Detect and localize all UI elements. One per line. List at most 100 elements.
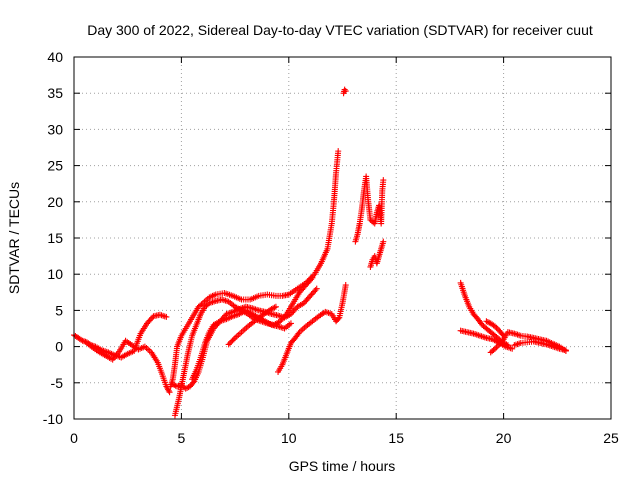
data-point (309, 274, 316, 281)
data-point (146, 317, 153, 324)
y-tick-label: 10 (47, 266, 63, 282)
x-tick-label: 10 (281, 430, 297, 446)
data-point (302, 282, 309, 289)
y-tick-label: -5 (51, 375, 64, 391)
data-point (289, 309, 296, 316)
x-axis-label: GPS time / hours (289, 458, 396, 474)
y-tick-label: 15 (47, 230, 63, 246)
data-point (295, 330, 302, 337)
data-point (165, 387, 172, 394)
x-tick-label: 5 (178, 430, 186, 446)
data-point (308, 291, 315, 298)
series-s7 (225, 303, 279, 348)
series-s9 (340, 86, 349, 97)
data-point (163, 313, 170, 320)
series-s4 (171, 274, 316, 419)
data-point (483, 318, 490, 325)
series-s2 (83, 337, 173, 396)
y-tick-label: 0 (55, 339, 63, 355)
data-point (305, 279, 312, 286)
data-point (287, 311, 294, 318)
data-point (380, 177, 387, 184)
data-point (301, 283, 308, 290)
data-point (171, 381, 178, 388)
data-point (499, 331, 506, 338)
y-tick-label: 40 (47, 49, 63, 65)
series-s8 (275, 282, 349, 375)
series-s11 (367, 238, 387, 270)
data-point (484, 318, 491, 325)
data-point (229, 337, 236, 344)
data-point (492, 323, 499, 330)
data-point (509, 345, 516, 352)
data-point (493, 344, 500, 351)
data-point (302, 298, 309, 305)
data-point (297, 287, 304, 294)
series-s3 (167, 148, 342, 390)
data-point (490, 346, 497, 353)
data-point (166, 389, 173, 396)
data-point (182, 385, 189, 392)
data-point (296, 289, 303, 296)
y-tick-label: 5 (55, 302, 63, 318)
data-point (184, 384, 191, 391)
data-point (493, 324, 500, 331)
data-point (268, 305, 275, 312)
data-point (78, 336, 85, 343)
data-point (204, 301, 211, 308)
data-point (341, 86, 348, 93)
data-point (270, 305, 277, 312)
data-point (342, 88, 349, 95)
data-point (303, 297, 310, 304)
data-point (277, 318, 284, 325)
data-point (147, 316, 154, 323)
grid-lines (74, 57, 611, 419)
y-axis-label: SDTVAR / TECUs (6, 182, 22, 294)
data-point (380, 238, 387, 245)
data-point (169, 381, 176, 388)
data-point (307, 292, 314, 299)
data-point (309, 290, 316, 297)
x-tick-label: 25 (603, 430, 619, 446)
data-point (308, 276, 315, 283)
data-point (499, 337, 506, 344)
data-point (313, 285, 320, 292)
data-point (306, 277, 313, 284)
axis-ticks: 0 5 10 15 20 25 -10 -5 0 5 10 15 20 25 30 35 40 (43, 49, 619, 446)
data-point (500, 332, 507, 339)
data-point (291, 306, 298, 313)
series-s13 (457, 327, 516, 352)
data-point (271, 304, 278, 311)
y-tick-label: 25 (47, 158, 63, 174)
data-point (145, 318, 152, 325)
series-s6 (189, 307, 294, 383)
data-point (492, 345, 499, 352)
data-point (226, 340, 233, 347)
data-point (300, 284, 307, 291)
y-tick-label: 20 (47, 194, 63, 210)
data-point (304, 295, 311, 302)
y-tick-label: -10 (43, 411, 63, 427)
series-s10 (352, 173, 387, 245)
data-point (562, 347, 569, 354)
x-tick-label: 20 (496, 430, 512, 446)
y-tick-label: 30 (47, 121, 63, 137)
data-point (299, 286, 306, 293)
data-point (272, 303, 279, 310)
data-point (342, 282, 349, 289)
series-s15 (511, 338, 569, 354)
data-point (335, 148, 342, 155)
data-point (144, 320, 151, 327)
data-point (225, 341, 232, 348)
data-point (290, 308, 297, 315)
data-point (230, 336, 237, 343)
data-point (311, 288, 318, 295)
x-tick-label: 15 (388, 430, 404, 446)
data-points (71, 86, 569, 419)
data-point (335, 315, 342, 322)
plot-frame (73, 56, 612, 420)
data-point (190, 379, 197, 386)
chart-title: Day 300 of 2022, Sidereal Day-to-day VTE… (87, 22, 593, 38)
data-point (198, 301, 205, 308)
